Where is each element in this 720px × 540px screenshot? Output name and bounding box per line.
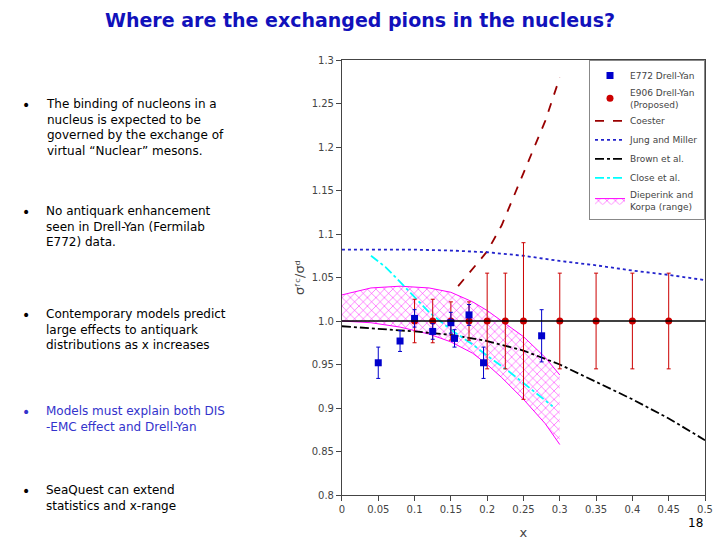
- svg-text:Jung and Miller: Jung and Miller: [629, 135, 697, 145]
- svg-text:Close et al.: Close et al.: [630, 173, 680, 183]
- svg-text:1.15: 1.15: [312, 185, 334, 196]
- svg-text:Coester: Coester: [630, 116, 665, 126]
- svg-text:0.35: 0.35: [585, 504, 607, 515]
- svg-text:σᶠᶜ/σᵈ: σᶠᶜ/σᵈ: [292, 260, 307, 295]
- svg-text:0.95: 0.95: [312, 359, 334, 370]
- svg-text:Brown et al.: Brown et al.: [630, 154, 684, 164]
- svg-text:SeaQuest can extendstatistics: SeaQuest can extendstatistics and x-rang…: [46, 483, 176, 513]
- svg-text:0: 0: [339, 504, 345, 515]
- svg-text:•: •: [22, 204, 30, 220]
- svg-text:1.05: 1.05: [312, 272, 334, 283]
- svg-text:Models must explain both DIS-E: Models must explain both DIS-EMC effect …: [46, 404, 225, 434]
- svg-text:1.3: 1.3: [318, 55, 334, 66]
- svg-text:Dieperink andKorpa (range): Dieperink andKorpa (range): [630, 190, 693, 212]
- svg-text:•: •: [22, 483, 30, 499]
- svg-text:E906 Drell-Yan(Proposed): E906 Drell-Yan(Proposed): [630, 88, 694, 110]
- svg-text:0.1: 0.1: [407, 504, 423, 515]
- svg-text:Where are the exchanged pions: Where are the exchanged pions in the nuc…: [105, 9, 615, 31]
- svg-text:1.25: 1.25: [312, 98, 334, 109]
- svg-text:•: •: [22, 97, 30, 113]
- svg-text:Contemporary models predictlar: Contemporary models predictlarge effects…: [46, 307, 226, 352]
- svg-text:1.1: 1.1: [318, 229, 334, 240]
- svg-text:0.9: 0.9: [318, 403, 334, 414]
- svg-text:1.2: 1.2: [318, 142, 334, 153]
- svg-text:x: x: [520, 525, 528, 540]
- svg-text:No antiquark enhancementseen i: No antiquark enhancementseen in Drell-Ya…: [46, 204, 211, 249]
- svg-text:0.3: 0.3: [552, 504, 568, 515]
- svg-text:The binding of nucleons in anu: The binding of nucleons in anucleus is e…: [46, 97, 224, 158]
- svg-text:0.5: 0.5: [697, 504, 713, 515]
- svg-text:18: 18: [688, 516, 703, 530]
- svg-text:0.85: 0.85: [312, 446, 334, 457]
- svg-text:•: •: [22, 307, 30, 323]
- svg-text:1.0: 1.0: [318, 316, 334, 327]
- svg-text:•: •: [22, 404, 30, 420]
- svg-text:0.4: 0.4: [624, 504, 640, 515]
- svg-text:0.15: 0.15: [440, 504, 462, 515]
- svg-text:0.2: 0.2: [479, 504, 495, 515]
- svg-text:0.45: 0.45: [658, 504, 680, 515]
- svg-text:0.05: 0.05: [367, 504, 389, 515]
- svg-text:0.8: 0.8: [318, 490, 334, 501]
- svg-text:E772 Drell-Yan: E772 Drell-Yan: [630, 71, 694, 81]
- svg-text:0.25: 0.25: [512, 504, 534, 515]
